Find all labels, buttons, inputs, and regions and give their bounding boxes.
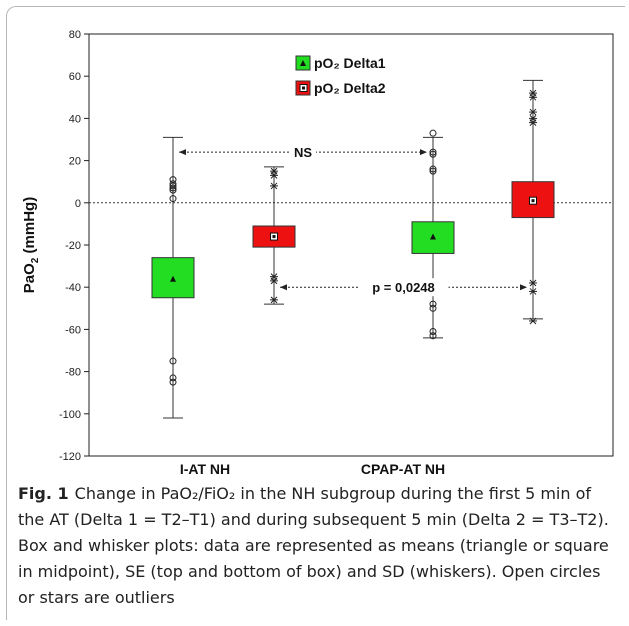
mean-marker [430,233,436,240]
outlier-circle [429,129,437,137]
outlier-circle [429,300,437,308]
box-0-0 [151,136,195,419]
legend-label: pO₂ Delta2 [314,80,386,96]
y-tick-label: 60 [69,71,81,83]
outlier-star [529,288,537,295]
y-tick-label: -100 [59,409,81,421]
y-axis-label-main: PaO [21,263,38,293]
y-tick-label: -20 [65,240,81,252]
figure-caption: Fig. 1 Change in PaO₂/FiO₂ in the NH subg… [18,481,618,611]
annotation-1: p = 0,0248 [280,278,527,297]
outlier-circle [429,148,437,156]
outlier-star [529,119,537,126]
outlier-circle [429,332,437,340]
y-axis-label-sub: 2 [30,257,41,263]
y-tick-label: -80 [65,367,81,379]
annotation-text: p = 0,0248 [372,280,435,295]
outlier-circle [169,378,177,386]
box-1-1 [511,79,555,325]
category-label: CPAP-AT NH [361,461,445,477]
mean-marker [170,275,176,282]
outlier-circle [169,195,177,203]
outlier-circle [429,167,437,175]
mean-marker-dot [531,199,535,203]
caption-text: Change in PaO₂/FiO₂ in the NH subgroup d… [18,484,609,607]
legend-label: pO₂ Delta1 [314,55,386,71]
outlier-circle [429,328,437,336]
outlier-star [529,279,537,287]
outlier-circle [429,165,437,173]
outlier-star [270,182,278,190]
annotation-bg [358,278,449,297]
outlier-circle [169,374,177,382]
y-axis-label-unit: (mmHg) [21,197,38,258]
outlier-star [529,317,537,325]
outlier-circle [169,357,177,365]
plot-area [88,33,614,457]
outlier-circle [429,304,437,312]
outlier-star [270,296,278,304]
outlier-star [270,277,278,285]
category-label: I-AT NH [180,461,230,477]
y-axis-label: PaO2 (mmHg) [21,197,41,293]
y-tick-label: 80 [69,29,81,41]
box-plot-chart: -120 -100 -80 -60 -40 -20 0 20 40 60 80 I-AT NH CPA… [21,29,614,477]
legend-marker-dot [302,86,305,90]
outlier-star [270,172,278,179]
box-0-1 [411,129,455,340]
outlier-circle [429,150,437,158]
mean-marker-dot [272,235,276,239]
outlier-circle [169,186,177,194]
annotation-0: NS [179,143,427,162]
y-tick-label: -40 [65,282,81,294]
outlier-circle [169,182,177,190]
outlier-star [529,93,537,101]
annotation-text: NS [294,145,312,160]
y-tick-label: -120 [59,451,81,463]
y-tick-label: 40 [69,113,81,125]
outlier-circle [169,184,177,192]
box-1-0 [252,166,296,305]
legend-item-0: pO₂ Delta1 [295,55,386,71]
y-tick-label: 0 [75,198,81,210]
y-tick-label: -60 [65,324,81,336]
figure-frame [6,6,625,620]
annotation-bg [290,143,316,162]
legend-item-1: pO₂ Delta2 [295,80,386,96]
legend-marker [300,60,306,66]
outlier-star [529,108,537,116]
caption-label: Fig. 1 [18,484,69,503]
y-tick-label: 20 [69,156,81,168]
legend: pO₂ Delta1 pO₂ Delta2 [295,55,386,96]
